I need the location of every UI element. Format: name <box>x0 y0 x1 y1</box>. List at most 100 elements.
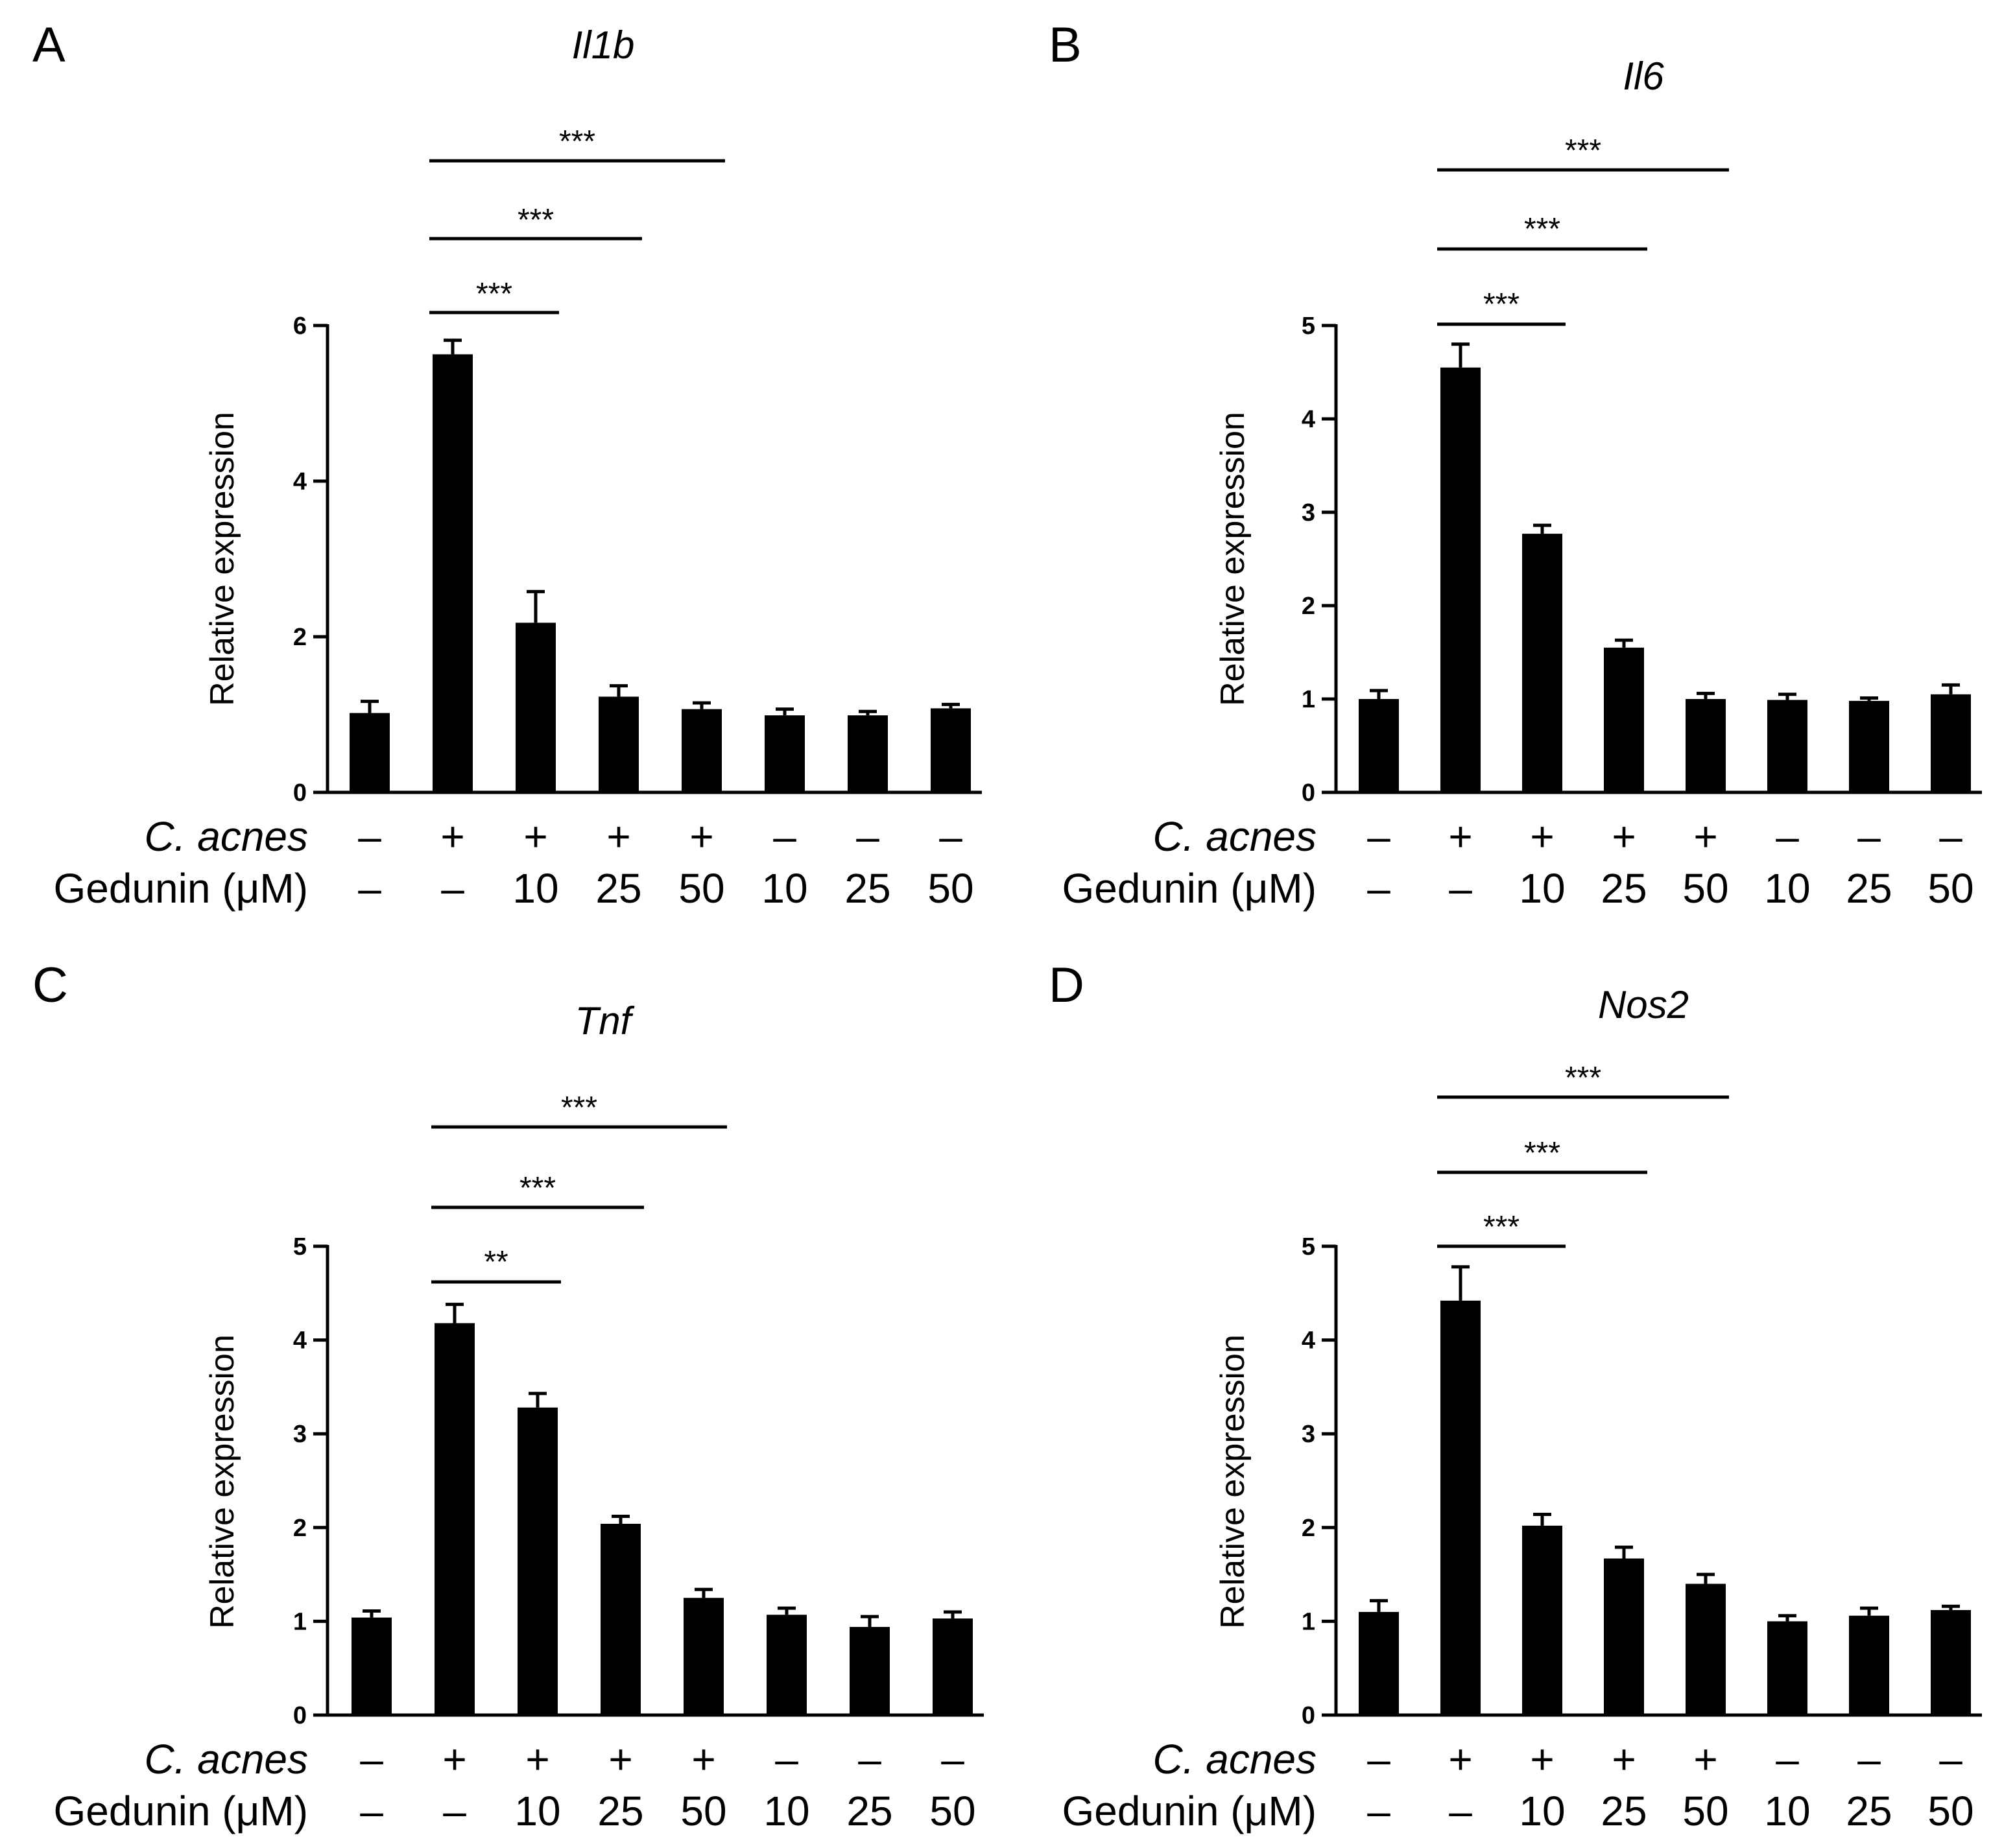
treatment-cell: 50 <box>1927 1788 1973 1834</box>
treatment-cell: 50 <box>1682 865 1728 912</box>
bar <box>350 713 390 792</box>
treatment-cell: + <box>1448 1736 1472 1783</box>
bar <box>352 1617 392 1715</box>
y-tick-label: 2 <box>293 1515 307 1542</box>
treatment-cell: 50 <box>1927 865 1973 912</box>
significance-label: *** <box>561 1091 597 1125</box>
panel-b: B Il6 Relative expression 0 1 2 3 4 5 *** *** *** C.… <box>1049 18 1982 912</box>
bar <box>1359 1611 1399 1715</box>
bar <box>1931 694 1971 792</box>
treatment-cell: 10 <box>514 1788 560 1834</box>
significance-label: ** <box>484 1245 508 1279</box>
y-tick-label: 4 <box>1302 406 1315 433</box>
treatment-cell: + <box>1693 1736 1717 1783</box>
y-tick-label: 4 <box>1302 1327 1315 1355</box>
treatment-cell: 10 <box>763 1788 809 1834</box>
y-tick-label: 1 <box>1302 686 1315 713</box>
significance-label: *** <box>519 1171 556 1205</box>
significance-label: *** <box>1524 212 1560 246</box>
bar <box>601 1524 641 1715</box>
bar <box>1931 1610 1971 1715</box>
y-tick-label: 5 <box>1302 313 1315 340</box>
bar <box>433 354 473 792</box>
chart-title: Il6 <box>1623 54 1664 98</box>
treatment-cell: + <box>1693 813 1717 860</box>
treatment-cell: – <box>1367 1736 1390 1783</box>
y-tick-label: 0 <box>1302 779 1315 807</box>
bar <box>848 715 888 792</box>
treatment-cell: 25 <box>1601 1788 1647 1834</box>
treatment-cell: + <box>1530 813 1554 860</box>
treatment-cell: + <box>606 813 630 860</box>
y-tick-label: 2 <box>1302 1515 1315 1542</box>
bar <box>1849 1615 1889 1715</box>
treatment-cell: – <box>1367 865 1390 912</box>
treatment-cell: + <box>523 813 547 860</box>
treatment-cell: 25 <box>1601 865 1647 912</box>
bar <box>518 1407 558 1715</box>
y-axis-label: Relative expression <box>1214 412 1252 706</box>
treatment-cell: – <box>360 1788 383 1834</box>
treatment-cell: 50 <box>927 865 973 912</box>
y-tick-label: 5 <box>1302 1233 1315 1261</box>
y-tick-label: 1 <box>293 1608 307 1635</box>
y-tick-label: 2 <box>1302 593 1315 620</box>
significance-label: *** <box>1483 1210 1520 1244</box>
treatment-cell: – <box>856 813 879 860</box>
row-label-gedunin: Gedunin (μM) <box>1062 865 1317 912</box>
treatment-cell: 25 <box>844 865 890 912</box>
bar <box>765 715 805 792</box>
treatment-cell: – <box>1776 1736 1799 1783</box>
treatment-cell: + <box>440 813 464 860</box>
treatment-cell: – <box>441 865 464 912</box>
panel-d: D Nos2 Relative expression 0 1 2 3 4 5 *** *** *** C… <box>1049 958 1982 1834</box>
row-label-c-acnes: C. acnes <box>144 813 308 860</box>
chart-title: Tnf <box>575 999 635 1043</box>
bar <box>599 696 639 792</box>
bar <box>1849 700 1889 792</box>
y-tick-label: 2 <box>293 624 307 651</box>
panel-letter: D <box>1049 958 1084 1013</box>
treatment-cell: + <box>1612 1736 1636 1783</box>
bar <box>1604 1558 1644 1715</box>
treatment-cell: 10 <box>1519 865 1565 912</box>
treatment-cell: 50 <box>678 865 724 912</box>
treatment-cell: – <box>358 865 381 912</box>
row-label-c-acnes: C. acnes <box>144 1736 308 1783</box>
treatment-cell: + <box>1612 813 1636 860</box>
y-tick-label: 4 <box>293 1327 307 1355</box>
treatment-cell: – <box>939 813 962 860</box>
bar <box>684 1598 724 1715</box>
treatment-cell: – <box>941 1736 964 1783</box>
y-tick-label: 6 <box>293 313 307 340</box>
treatment-cell: 25 <box>597 1788 643 1834</box>
treatment-cell: 50 <box>1682 1788 1728 1834</box>
treatment-cell: 10 <box>1764 1788 1810 1834</box>
treatment-cell: – <box>1367 1788 1390 1834</box>
treatment-cell: + <box>1448 813 1472 860</box>
treatment-cell: – <box>443 1788 466 1834</box>
treatment-cell: + <box>608 1736 632 1783</box>
bar <box>1522 1525 1562 1715</box>
treatment-cell: + <box>442 1736 466 1783</box>
y-axis-label: Relative expression <box>204 412 241 706</box>
treatment-cell: – <box>1939 1736 1962 1783</box>
chart-title: Il1b <box>572 23 635 67</box>
bar <box>1359 699 1399 792</box>
treatment-cell: – <box>1449 1788 1472 1834</box>
y-tick-label: 3 <box>293 1421 307 1448</box>
treatment-cell: – <box>1857 1736 1881 1783</box>
bar <box>1440 1300 1481 1715</box>
treatment-cell: – <box>1449 865 1472 912</box>
treatment-cell: 10 <box>1519 1788 1565 1834</box>
treatment-cell: – <box>775 1736 798 1783</box>
treatment-cell: 50 <box>929 1788 975 1834</box>
bar <box>850 1627 890 1715</box>
treatment-cell: – <box>1857 813 1881 860</box>
y-tick-label: 0 <box>293 779 307 807</box>
row-label-gedunin: Gedunin (μM) <box>53 865 308 912</box>
treatment-cell: – <box>858 1736 881 1783</box>
bar <box>435 1323 475 1715</box>
significance-label: *** <box>476 277 512 311</box>
y-tick-label: 3 <box>1302 499 1315 527</box>
